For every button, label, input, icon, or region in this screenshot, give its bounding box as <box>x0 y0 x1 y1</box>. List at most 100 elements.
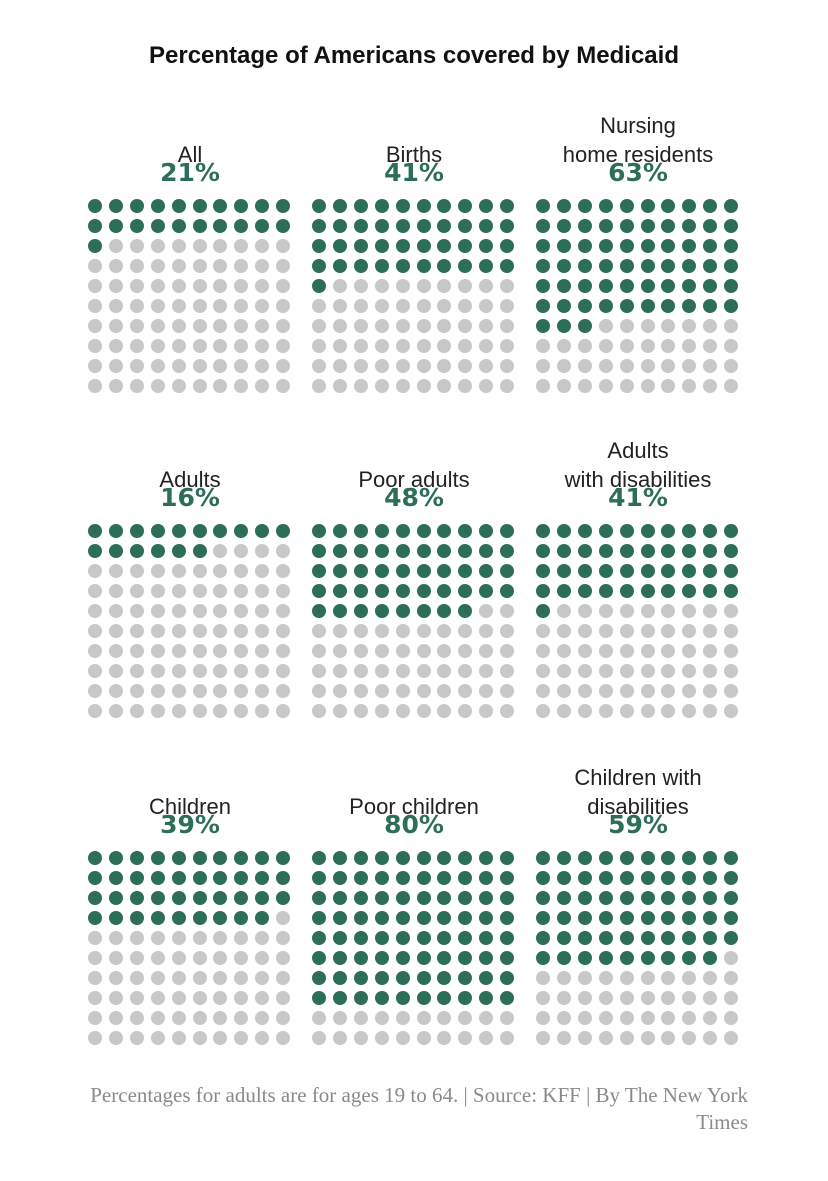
filled-dot <box>619 564 634 578</box>
empty-dot <box>640 379 655 393</box>
empty-dot <box>255 1031 270 1045</box>
empty-dot <box>129 951 144 965</box>
empty-dot <box>395 279 410 293</box>
filled-dot <box>234 871 249 885</box>
filled-dot <box>255 199 270 213</box>
empty-dot <box>619 971 634 985</box>
empty-dot <box>556 1011 571 1025</box>
empty-dot <box>88 951 102 965</box>
waffle-grid <box>85 850 295 1050</box>
filled-dot <box>682 199 697 213</box>
empty-dot <box>108 644 123 658</box>
empty-dot <box>479 319 494 333</box>
filled-dot <box>479 259 494 273</box>
empty-dot <box>374 644 389 658</box>
filled-dot <box>129 891 144 905</box>
empty-dot <box>171 604 186 618</box>
filled-dot <box>276 851 291 865</box>
filled-dot <box>129 219 144 233</box>
empty-dot <box>312 379 326 393</box>
filled-dot <box>479 931 494 945</box>
empty-dot <box>150 704 165 718</box>
empty-dot <box>88 1011 102 1025</box>
empty-dot <box>255 299 270 313</box>
empty-dot <box>682 684 697 698</box>
empty-dot <box>255 564 270 578</box>
filled-dot <box>395 584 410 598</box>
empty-dot <box>255 319 270 333</box>
filled-dot <box>437 951 452 965</box>
filled-dot <box>556 279 571 293</box>
filled-dot <box>479 871 494 885</box>
empty-dot <box>234 279 249 293</box>
filled-dot <box>458 871 473 885</box>
filled-dot <box>500 259 515 273</box>
filled-dot <box>108 891 123 905</box>
filled-dot <box>437 871 452 885</box>
empty-dot <box>479 279 494 293</box>
filled-dot <box>395 544 410 558</box>
filled-dot <box>556 951 571 965</box>
filled-dot <box>724 911 739 925</box>
empty-dot <box>129 971 144 985</box>
filled-dot <box>661 584 676 598</box>
filled-dot <box>374 604 389 618</box>
filled-dot <box>437 544 452 558</box>
filled-dot <box>234 199 249 213</box>
empty-dot <box>598 684 613 698</box>
empty-dot <box>598 359 613 373</box>
empty-dot <box>276 644 291 658</box>
filled-dot <box>577 911 592 925</box>
filled-dot <box>312 564 326 578</box>
filled-dot <box>703 299 718 313</box>
filled-dot <box>171 871 186 885</box>
filled-dot <box>374 911 389 925</box>
empty-dot <box>640 664 655 678</box>
empty-dot <box>661 971 676 985</box>
empty-dot <box>724 991 739 1005</box>
empty-dot <box>234 624 249 638</box>
filled-dot <box>374 524 389 538</box>
filled-dot <box>619 259 634 273</box>
filled-dot <box>640 279 655 293</box>
empty-dot <box>171 1031 186 1045</box>
empty-dot <box>171 359 186 373</box>
empty-dot <box>88 624 102 638</box>
filled-dot <box>353 991 368 1005</box>
filled-dot <box>416 991 431 1005</box>
filled-dot <box>500 544 515 558</box>
filled-dot <box>234 851 249 865</box>
empty-dot <box>500 279 515 293</box>
empty-dot <box>458 279 473 293</box>
filled-dot <box>353 259 368 273</box>
empty-dot <box>479 339 494 353</box>
filled-dot <box>619 951 634 965</box>
waffle-grid <box>85 523 295 723</box>
filled-dot <box>353 524 368 538</box>
filled-dot <box>150 544 165 558</box>
empty-dot <box>276 379 291 393</box>
empty-dot <box>255 279 270 293</box>
filled-dot <box>312 524 326 538</box>
empty-dot <box>556 971 571 985</box>
filled-dot <box>192 199 207 213</box>
filled-dot <box>556 911 571 925</box>
empty-dot <box>234 299 249 313</box>
empty-dot <box>703 604 718 618</box>
empty-dot <box>192 971 207 985</box>
filled-dot <box>332 604 347 618</box>
filled-dot <box>556 891 571 905</box>
empty-dot <box>437 359 452 373</box>
empty-dot <box>458 624 473 638</box>
empty-dot <box>640 644 655 658</box>
filled-dot <box>437 584 452 598</box>
empty-dot <box>213 359 228 373</box>
filled-dot <box>500 239 515 253</box>
empty-dot <box>458 359 473 373</box>
filled-dot <box>682 259 697 273</box>
empty-dot <box>255 931 270 945</box>
empty-dot <box>255 339 270 353</box>
filled-dot <box>619 239 634 253</box>
filled-dot <box>598 219 613 233</box>
filled-dot <box>536 199 550 213</box>
